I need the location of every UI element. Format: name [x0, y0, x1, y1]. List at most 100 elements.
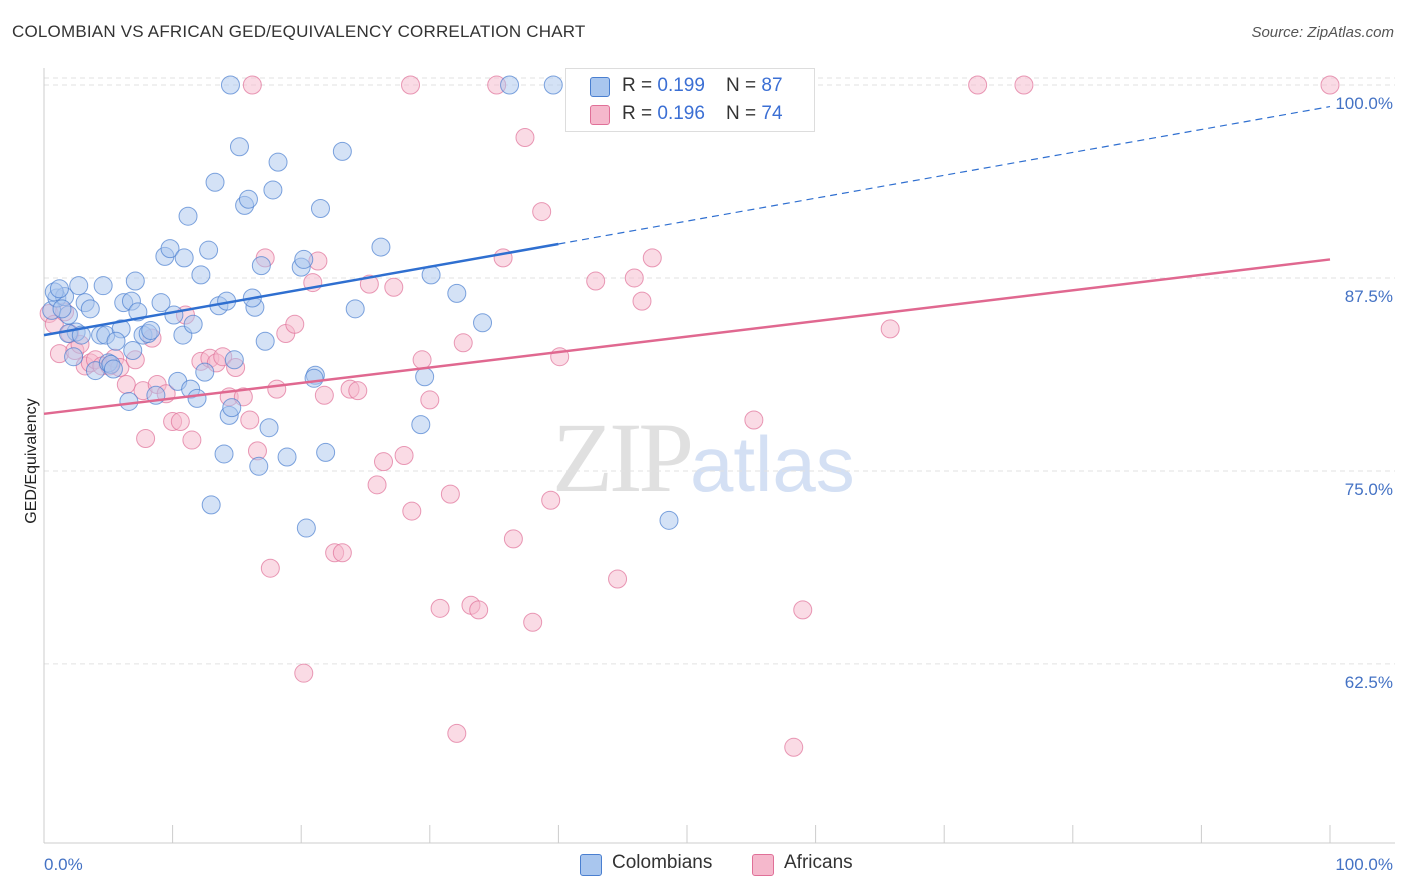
colombians-point — [220, 75, 240, 95]
africans-point — [332, 543, 352, 563]
colombians-point — [183, 314, 203, 334]
colombians-point — [411, 415, 431, 435]
colombians-point — [103, 359, 123, 379]
africans-point — [242, 75, 262, 95]
africans-point — [503, 529, 523, 549]
africans-point — [170, 412, 190, 432]
x-tick-label: 0.0% — [44, 855, 83, 874]
colombians-point — [296, 518, 316, 538]
africans-point — [744, 410, 764, 430]
africans-point — [447, 723, 467, 743]
colombians-point — [447, 283, 467, 303]
colombians-point — [229, 137, 249, 157]
bottom-legend-swatch-africans — [752, 854, 774, 876]
colombians-point — [195, 362, 215, 382]
africans-point — [116, 374, 136, 394]
legend: R = 0.199 N = 87 R = 0.196 N = 74 — [565, 68, 815, 132]
africans-point — [367, 475, 387, 495]
africans-point — [642, 248, 662, 268]
grid — [44, 77, 1395, 665]
colombians-point — [106, 331, 126, 351]
colombians-point — [125, 271, 145, 291]
africans-point — [440, 484, 460, 504]
colombians-point — [277, 447, 297, 467]
africans-point — [267, 379, 287, 399]
colombians-point — [251, 256, 271, 276]
colombians-point — [199, 240, 219, 260]
africans-point — [541, 490, 561, 510]
africans-point — [359, 274, 379, 294]
colombians-point — [316, 442, 336, 462]
africans-point — [394, 446, 414, 465]
africans-trend-line — [43, 258, 1331, 416]
africans-point — [374, 452, 394, 472]
africans-point — [314, 385, 334, 405]
africans-point — [793, 600, 813, 620]
colombians-point — [238, 189, 258, 209]
colombians-point — [659, 510, 679, 530]
africans-point — [420, 390, 440, 410]
africans-point — [412, 350, 432, 370]
africans-point — [182, 430, 202, 450]
colombians-point — [345, 299, 365, 319]
africans-point — [586, 271, 606, 291]
africans-point — [401, 75, 421, 95]
legend-swatch-colombians — [590, 77, 610, 97]
africans-point — [430, 598, 450, 618]
colombians-point — [164, 305, 184, 325]
legend-swatch-africans — [590, 105, 610, 125]
africans-point — [453, 333, 473, 353]
colombians-point — [371, 237, 391, 257]
colombians-point — [123, 341, 143, 361]
africans-point — [632, 291, 652, 311]
colombians-point — [415, 367, 435, 387]
africans-point — [880, 319, 900, 339]
colombians-point — [500, 75, 520, 95]
colombians-point — [310, 198, 330, 218]
colombians-point — [174, 248, 194, 268]
colombians-point — [80, 299, 100, 319]
africans-point — [294, 663, 314, 683]
colombians-point — [294, 249, 314, 269]
africans-point — [1014, 75, 1034, 95]
colombians-point — [49, 279, 69, 299]
colombians-point — [473, 313, 493, 333]
africans-point — [402, 501, 422, 521]
africans-point — [285, 314, 305, 334]
chart-title: COLOMBIAN VS AFRICAN GED/EQUIVALENCY COR… — [12, 22, 586, 41]
colombians-point — [191, 265, 211, 285]
colombians-point — [259, 418, 279, 438]
legend-n-africans: 74 — [761, 103, 783, 124]
colombians-point — [224, 350, 244, 370]
source-label: Source: ZipAtlas.com — [1251, 24, 1394, 41]
x-tick-label: 100.0% — [1335, 855, 1393, 874]
colombians-point — [249, 456, 269, 476]
colombians-trend-line — [43, 242, 559, 337]
colombians-point — [255, 331, 275, 351]
africans-point — [784, 737, 804, 757]
colombians-trend-extension — [558, 106, 1331, 245]
africans-point — [608, 569, 628, 589]
axes — [43, 68, 1395, 844]
africans-point — [532, 202, 552, 222]
africans-point — [384, 277, 404, 297]
colombians-point — [304, 368, 324, 388]
legend-n-colombians: 87 — [761, 75, 783, 96]
trend-lines — [43, 106, 1331, 416]
colombians-point — [178, 206, 198, 226]
africans-point — [240, 410, 260, 430]
legend-text-colombians: R = 0.199 N = 87 — [622, 75, 783, 96]
colombians-point — [205, 172, 225, 192]
tick-labels: 62.5% 75.0% 87.5% 100.0% 0.0% 100.0% — [44, 94, 1393, 874]
africans-point — [136, 429, 156, 449]
y-tick-label: 62.5% — [1345, 673, 1393, 692]
colombians-point — [543, 75, 563, 95]
africans-point — [1320, 75, 1340, 95]
colombians-point — [141, 320, 161, 340]
colombians-point — [160, 239, 180, 259]
y-tick-label: 100.0% — [1335, 94, 1393, 113]
watermark-zip: ZIP — [552, 402, 694, 513]
legend-r-africans: 0.196 — [657, 103, 705, 124]
bottom-legend-label-colombians: Colombians — [612, 852, 713, 873]
